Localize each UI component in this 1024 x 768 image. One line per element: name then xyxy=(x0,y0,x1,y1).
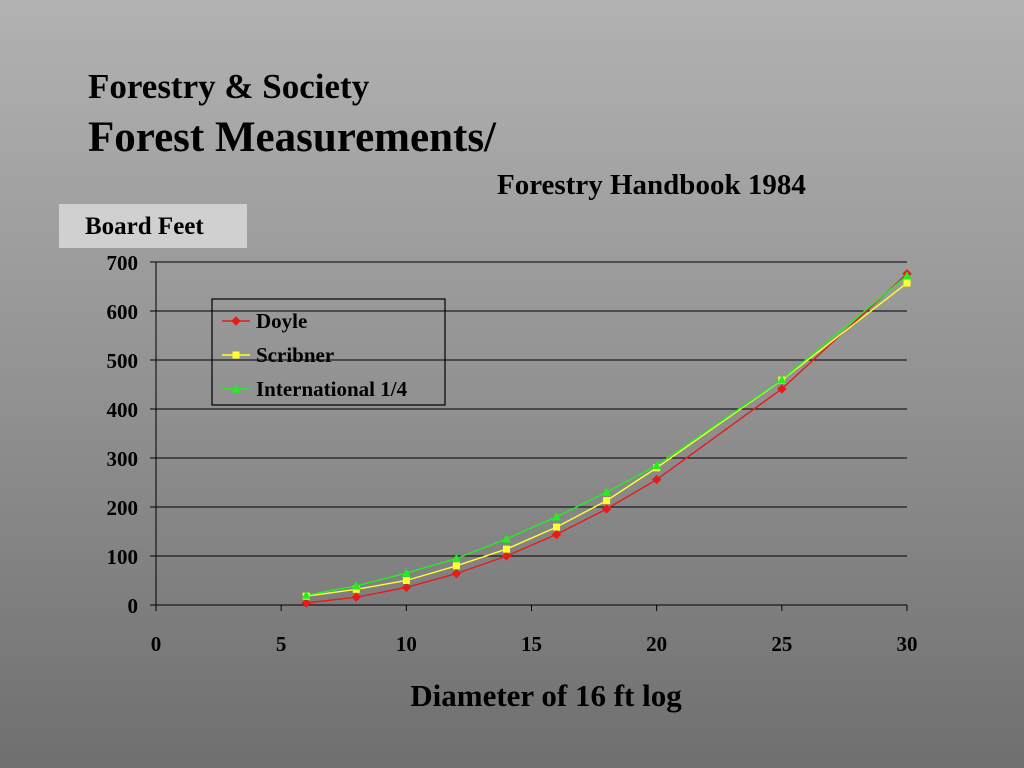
slide-subtitle: Forestry Handbook 1984 xyxy=(497,169,806,201)
series-line-0 xyxy=(306,273,908,604)
data-point-series-0 xyxy=(777,384,787,394)
y-axis-label: Board Feet xyxy=(85,213,204,240)
legend-swatch-marker xyxy=(231,384,241,393)
data-point-series-2 xyxy=(351,581,361,590)
legend-label: International 1/4 xyxy=(256,377,408,401)
y-tick-label: 600 xyxy=(107,300,139,324)
x-tick-label: 20 xyxy=(646,632,667,656)
y-tick-label: 0 xyxy=(128,594,139,618)
y-tick-label: 500 xyxy=(107,349,139,373)
data-point-series-0 xyxy=(551,529,562,540)
data-point-series-0 xyxy=(451,568,462,579)
data-point-series-0 xyxy=(501,551,512,561)
legend-label: Doyle xyxy=(256,309,307,333)
x-axis-label: Diameter of 16 ft log xyxy=(410,678,682,713)
data-point-series-0 xyxy=(601,504,612,514)
legend-swatch-marker xyxy=(231,316,241,326)
data-point-series-2 xyxy=(501,534,511,543)
data-point-series-1 xyxy=(452,562,460,570)
data-point-series-1 xyxy=(553,523,561,531)
data-point-series-1 xyxy=(402,577,410,584)
x-tick-label: 15 xyxy=(521,632,542,656)
y-axis-label-box: Board Feet xyxy=(59,204,247,248)
y-tick-label: 300 xyxy=(107,447,139,471)
data-point-series-0 xyxy=(401,582,412,593)
x-tick-label: 10 xyxy=(396,632,417,656)
x-tick-label: 0 xyxy=(151,632,162,656)
legend-swatch-marker xyxy=(232,351,240,359)
data-point-series-2 xyxy=(602,487,612,496)
slide-title-line2: Forest Measurements/ xyxy=(88,114,496,161)
legend-box xyxy=(211,298,446,406)
data-point-series-2 xyxy=(301,590,311,599)
data-point-series-1 xyxy=(903,279,911,287)
data-point-series-0 xyxy=(301,598,311,608)
data-point-series-2 xyxy=(652,460,662,469)
y-tick-label: 100 xyxy=(107,545,139,569)
data-point-series-0 xyxy=(351,592,361,602)
series-line-2 xyxy=(306,275,908,596)
data-point-series-1 xyxy=(502,545,510,553)
data-point-series-0 xyxy=(651,474,662,485)
legend-label: Scribner xyxy=(256,343,334,367)
data-point-series-2 xyxy=(451,553,461,563)
data-point-series-2 xyxy=(552,512,562,521)
y-tick-label: 700 xyxy=(107,251,139,275)
data-point-series-2 xyxy=(777,375,787,384)
data-point-series-2 xyxy=(902,271,912,280)
x-tick-label: 25 xyxy=(771,632,792,656)
y-tick-label: 200 xyxy=(107,496,139,520)
y-tick-label: 400 xyxy=(107,398,139,422)
slide-title-line1: Forestry & Society xyxy=(88,67,370,106)
data-point-series-1 xyxy=(603,497,611,505)
x-tick-label: 5 xyxy=(276,632,287,656)
series-line-1 xyxy=(306,282,908,597)
x-tick-label: 30 xyxy=(897,632,918,656)
data-point-series-2 xyxy=(401,568,411,577)
